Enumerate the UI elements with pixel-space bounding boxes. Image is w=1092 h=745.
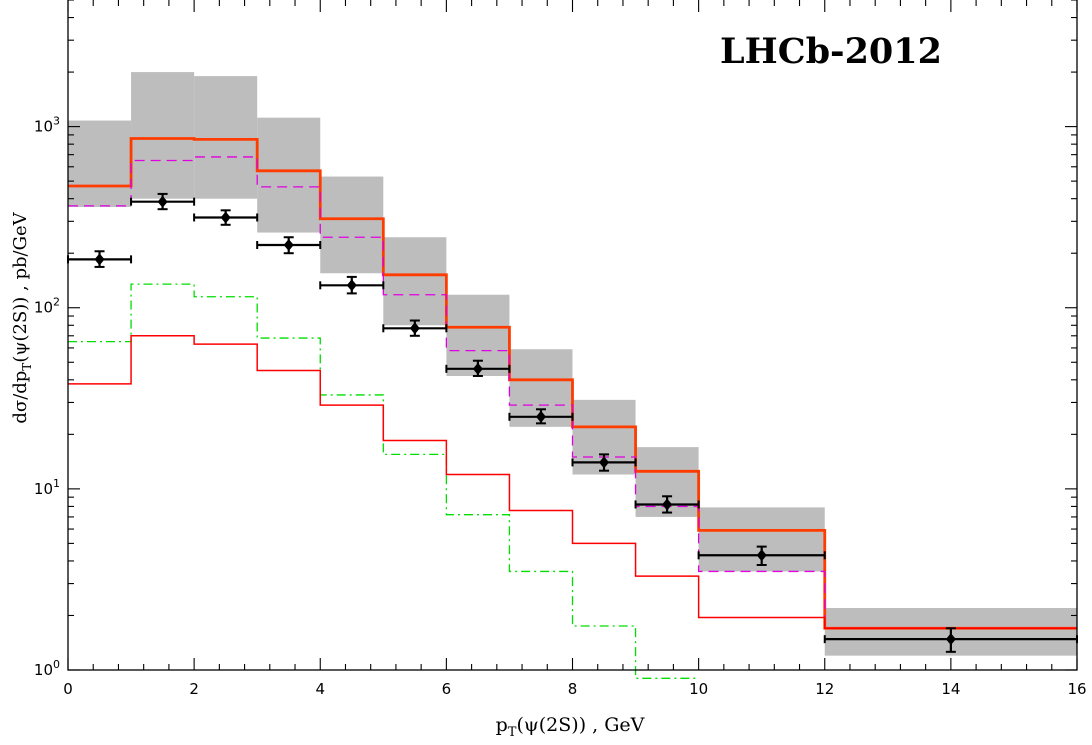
y-axis-label-rest: (ψ(2S)) , pb/GeV — [10, 211, 31, 362]
y-tick-base: 10 — [34, 661, 53, 679]
x-tick-label: 0 — [63, 680, 73, 698]
series-thick-solid — [68, 137, 1077, 630]
point-marker — [283, 239, 294, 252]
x-tick-label: 12 — [815, 680, 834, 698]
point-marker — [662, 498, 673, 511]
y-axis-label-sub: T — [20, 363, 34, 371]
band-bin — [257, 117, 321, 233]
y-tick-base: 10 — [34, 299, 53, 317]
point-marker — [94, 253, 105, 266]
data-point — [508, 408, 574, 425]
y-axis-label-main: dσ/dp — [10, 371, 31, 424]
series-thin-solid — [68, 335, 1077, 630]
y-tick-exp: 3 — [53, 115, 60, 128]
data-point — [256, 236, 322, 255]
x-tick-label: 16 — [1067, 680, 1086, 698]
y-tick-base: 10 — [34, 480, 53, 498]
point-marker — [346, 279, 357, 292]
point-marker — [535, 410, 546, 423]
data-point — [823, 627, 1078, 653]
x-tick-label: 6 — [442, 680, 452, 698]
point-marker — [945, 633, 956, 646]
series-dashed — [68, 156, 1077, 629]
x-axis-label-main: p — [496, 714, 508, 736]
band-bin — [68, 120, 132, 207]
band-bin — [320, 176, 384, 274]
data-point — [130, 192, 196, 211]
y-tick-label: 100 — [34, 658, 60, 679]
data-point — [634, 495, 700, 514]
y-tick-base: 10 — [34, 118, 53, 136]
x-axis-label: pT(ψ(2S)) , GeV — [496, 714, 645, 740]
series-dash-dot — [68, 283, 699, 679]
point-marker — [756, 549, 767, 562]
chart-title: LHCb-2012 — [720, 31, 942, 72]
y-tick-label: 102 — [34, 296, 60, 317]
point-marker — [409, 322, 420, 335]
y-tick-label: 101 — [34, 477, 60, 498]
x-axis-label-rest: (ψ(2S)) , GeV — [516, 714, 644, 736]
data-point — [571, 453, 637, 472]
x-tick-label: 8 — [568, 680, 578, 698]
band-bin — [383, 237, 447, 326]
x-tick-label: 4 — [315, 680, 325, 698]
y-tick-exp: 1 — [53, 477, 60, 490]
data-point — [697, 545, 826, 566]
data-point — [382, 319, 448, 337]
x-tick-label: 10 — [689, 680, 708, 698]
point-marker — [599, 456, 610, 469]
data-point — [319, 275, 385, 295]
band-bin — [131, 72, 195, 199]
data-point — [67, 250, 133, 268]
axis-ticks — [67, 0, 1078, 671]
data-point — [193, 209, 259, 226]
y-tick-exp: 2 — [53, 296, 60, 309]
uncertainty-band — [68, 72, 1077, 656]
point-marker — [157, 195, 168, 208]
y-tick-exp: 0 — [53, 658, 60, 671]
band-bin — [194, 76, 258, 199]
point-marker — [220, 211, 231, 224]
data-point — [445, 359, 511, 377]
y-axis-label: dσ/dpT(ψ(2S)) , pb/GeV — [10, 211, 34, 423]
x-tick-label: 2 — [189, 680, 199, 698]
x-tick-label: 14 — [941, 680, 960, 698]
x-axis-label-sub: T — [508, 725, 517, 740]
point-marker — [472, 362, 483, 375]
data-points — [67, 192, 1078, 653]
theory-curves — [68, 137, 1077, 679]
y-tick-label: 103 — [34, 115, 60, 136]
